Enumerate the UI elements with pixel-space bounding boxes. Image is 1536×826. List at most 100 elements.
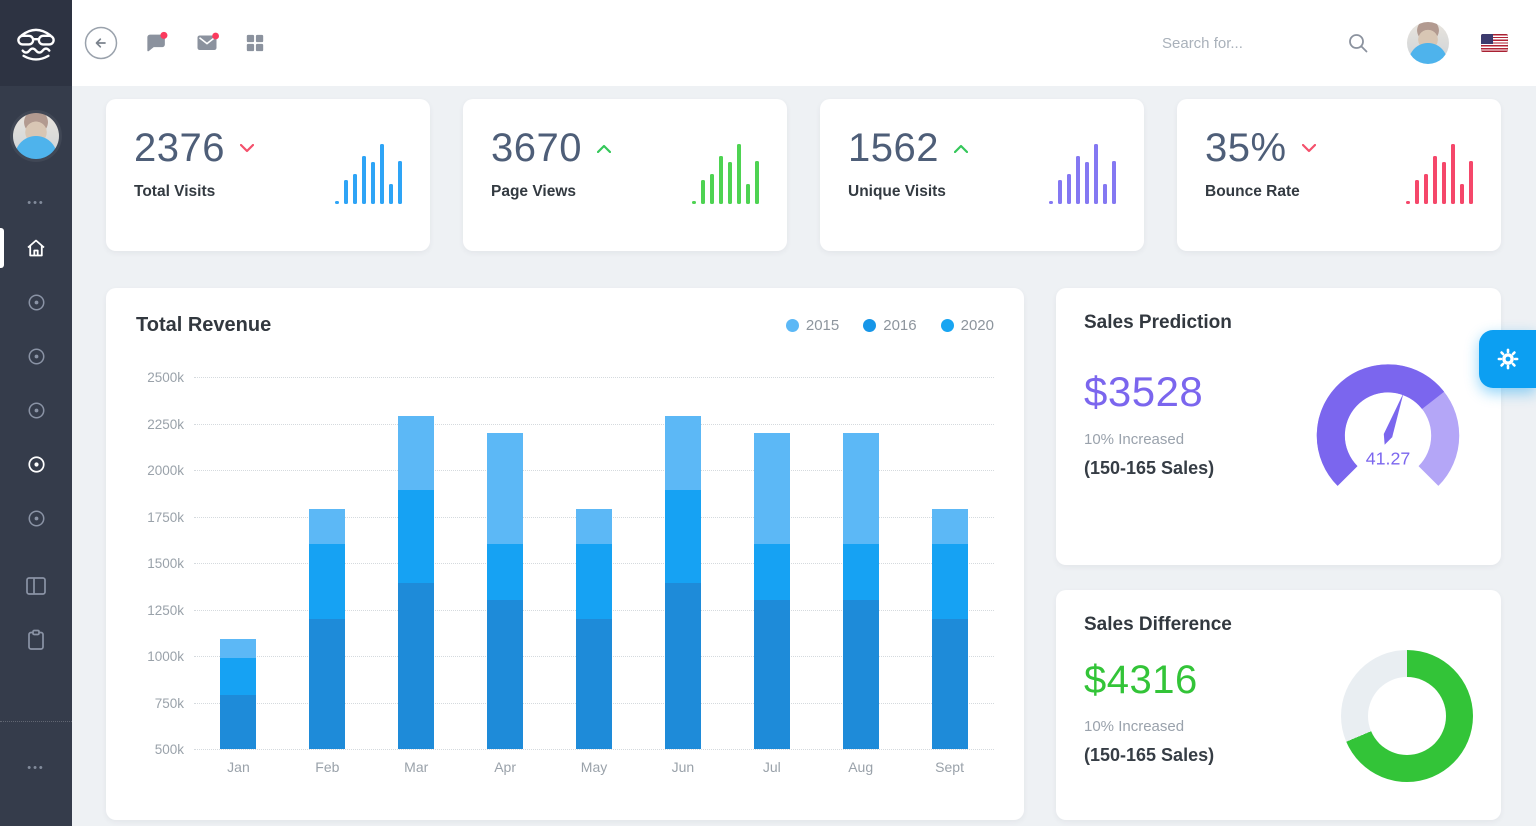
back-arrow-icon	[84, 26, 118, 60]
sales-difference-card: Sales Difference $4316 10% Increased (15…	[1056, 590, 1501, 820]
grid-icon	[246, 34, 264, 52]
search-icon	[1349, 34, 1368, 53]
gauge-needle	[1383, 392, 1404, 445]
stat-card-row: 2376 Total Visits 3670 Page Views	[106, 99, 1501, 251]
bar-Sept	[905, 377, 994, 749]
stat-value: 1562	[848, 126, 939, 170]
sidebar: •••	[0, 0, 72, 826]
bar-Mar	[372, 377, 461, 749]
stat-label: Total Visits	[134, 183, 216, 200]
sidebar-item-circle-3[interactable]	[0, 383, 72, 437]
sidebar-user-avatar[interactable]	[13, 113, 59, 159]
active-indicator	[0, 228, 4, 268]
clipboard-icon	[28, 629, 44, 650]
collapse-sidebar-button[interactable]	[84, 26, 118, 60]
bar-Jun	[638, 377, 727, 749]
bar-Jul	[727, 377, 816, 749]
sparkline-chart	[1049, 142, 1116, 204]
trend-down-icon	[1301, 140, 1316, 158]
sidebar-item-columns[interactable]	[0, 559, 72, 613]
legend-item-2020[interactable]: 2020	[940, 317, 994, 334]
legend-item-2015[interactable]: 2015	[785, 317, 839, 334]
search-input[interactable]	[1160, 33, 1339, 53]
charts-row: Total Revenue 2015 2016 2020 500k 750k 1000k…	[106, 288, 1501, 820]
stat-label: Unique Visits	[848, 183, 946, 200]
chat-icon	[147, 31, 168, 51]
sidebar-dots-top: •••	[27, 197, 45, 209]
sidebar-dots-bottom: •••	[27, 762, 45, 774]
difference-subtitle: 10% Increased	[1084, 718, 1185, 735]
revenue-chart: 500k 750k 1000k 1250k 1500k 1750k 2000k 2250k 25…	[136, 370, 994, 775]
stat-card-unique-visits: 1562 Unique Visits	[820, 99, 1144, 251]
messages-button[interactable]	[143, 31, 169, 56]
sidebar-item-circle-1[interactable]	[0, 275, 72, 329]
x-axis-labels: Jan Feb Mar Apr May Jun Jul Aug Sept	[227, 759, 964, 775]
legend-dot	[940, 319, 954, 332]
sidebar-bottom: •••	[0, 721, 72, 826]
stat-value: 3670	[491, 126, 582, 170]
difference-amount: $4316	[1084, 658, 1198, 702]
legend-dot	[863, 319, 877, 332]
top-bar	[72, 0, 1536, 86]
sidebar-item-home[interactable]	[0, 221, 72, 275]
prediction-amount: $3528	[1084, 368, 1204, 415]
legend-dot	[785, 319, 799, 332]
bar-May	[550, 377, 639, 749]
dashboard-content: 2376 Total Visits 3670 Page Views	[72, 86, 1536, 820]
bars-layer	[194, 377, 994, 749]
trend-up-icon	[596, 140, 612, 158]
circle-dot-icon	[28, 348, 44, 364]
total-revenue-card: Total Revenue 2015 2016 2020 500k 750k 1000k…	[106, 288, 1024, 820]
stat-card-total-visits: 2376 Total Visits	[106, 99, 430, 251]
stat-value: 2376	[134, 126, 225, 170]
bar-Aug	[816, 377, 905, 749]
circle-dot-icon	[28, 294, 44, 310]
sidebar-item-circle-5[interactable]	[0, 491, 72, 545]
sidebar-item-circle-2[interactable]	[0, 329, 72, 383]
bar-Jan	[194, 377, 283, 749]
topbar-right	[1160, 22, 1508, 64]
gauge-value: 41.27	[1366, 449, 1411, 469]
sidebar-item-circle-4-active[interactable]	[0, 437, 72, 491]
apps-grid-button[interactable]	[245, 33, 265, 53]
prediction-range: (150-165 Sales)	[1084, 458, 1215, 478]
donut-chart	[1341, 650, 1473, 782]
difference-range: (150-165 Sales)	[1084, 745, 1215, 765]
donut-hole	[1368, 677, 1446, 755]
language-flag-us[interactable]	[1481, 34, 1508, 52]
sidebar-separator	[0, 721, 72, 722]
stat-label: Bounce Rate	[1205, 183, 1300, 200]
cool-face-logo-icon	[17, 28, 55, 61]
circle-dot-icon	[28, 510, 44, 526]
search-button[interactable]	[1347, 32, 1369, 54]
sparkline-chart	[692, 142, 759, 204]
sidebar-item-clipboard[interactable]	[0, 613, 72, 667]
app-logo[interactable]	[0, 0, 72, 86]
sales-prediction-card: Sales Prediction $3528 10% Increased (15…	[1056, 288, 1501, 565]
settings-fab-button[interactable]	[1479, 330, 1536, 388]
sparkline-chart	[335, 142, 402, 204]
inbox-button[interactable]	[194, 31, 220, 55]
home-icon	[27, 239, 45, 257]
plot-area: 500k 750k 1000k 1250k 1500k 1750k 2000k 2250k 25…	[147, 370, 994, 757]
right-column: Sales Prediction $3528 10% Increased (15…	[1056, 288, 1501, 820]
prediction-subtitle: 10% Increased	[1084, 431, 1185, 448]
chart-title: Total Revenue	[136, 314, 272, 336]
card-title: Sales Prediction	[1084, 312, 1232, 333]
bar-Feb	[283, 377, 372, 749]
main-area: 2376 Total Visits 3670 Page Views	[72, 0, 1536, 826]
trend-up-icon	[953, 140, 969, 158]
stat-label: Page Views	[491, 183, 577, 200]
sidebar-nav	[0, 221, 72, 667]
chart-legend: 2015 2016 2020	[785, 317, 994, 334]
bar-Apr	[461, 377, 550, 749]
circle-dot-icon-active	[27, 455, 45, 473]
user-avatar[interactable]	[1407, 22, 1449, 64]
trend-down-icon	[239, 140, 255, 158]
stat-card-bounce-rate: 35% Bounce Rate	[1177, 99, 1501, 251]
stat-value: 35%	[1205, 126, 1287, 170]
gauge-chart: 41.27	[1303, 360, 1473, 541]
legend-item-2016[interactable]: 2016	[863, 317, 917, 334]
columns-icon	[26, 577, 46, 595]
